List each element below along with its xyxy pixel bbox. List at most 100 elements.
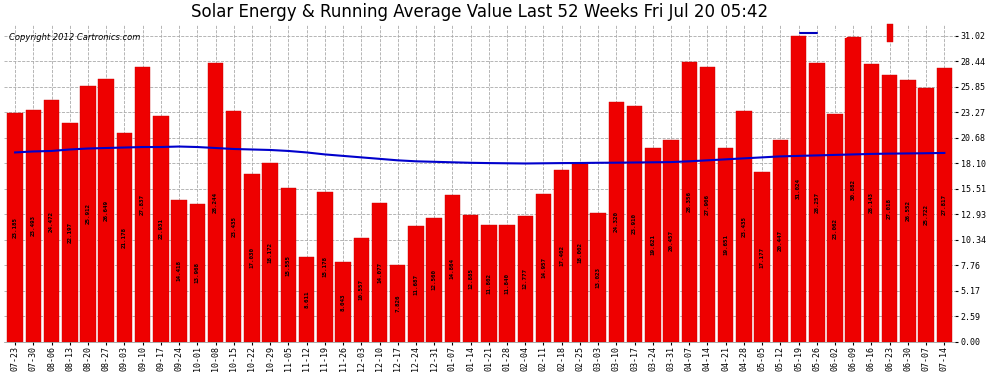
Bar (135, 68, 150, 342)
Bar (80, 86, 96, 342)
Bar (153, 116, 168, 342)
Text: 10.557: 10.557 (358, 279, 363, 300)
Bar (499, 225, 515, 342)
Text: 8.043: 8.043 (341, 293, 346, 311)
Text: 15.555: 15.555 (286, 255, 291, 276)
Text: 27.018: 27.018 (887, 198, 892, 219)
Bar (863, 64, 879, 342)
Bar (772, 140, 788, 342)
Text: Copyright 2012 Cartronics.com: Copyright 2012 Cartronics.com (9, 33, 141, 42)
Text: 12.885: 12.885 (468, 268, 473, 289)
Text: 26.552: 26.552 (906, 200, 911, 221)
Bar (518, 216, 533, 342)
Text: 23.493: 23.493 (31, 215, 36, 236)
Bar (572, 164, 588, 342)
Bar (937, 68, 952, 342)
Text: 22.197: 22.197 (67, 222, 72, 243)
Text: 28.143: 28.143 (869, 192, 874, 213)
Bar (427, 218, 442, 342)
Text: 23.185: 23.185 (13, 217, 18, 238)
Bar (737, 111, 751, 342)
Bar (408, 226, 424, 342)
Bar (663, 140, 679, 342)
Bar (791, 36, 806, 342)
Text: 11.840: 11.840 (505, 273, 510, 294)
Bar (317, 192, 333, 342)
Bar (700, 67, 715, 342)
Text: 20.457: 20.457 (668, 230, 673, 251)
Text: 14.957: 14.957 (541, 258, 546, 279)
Text: 17.177: 17.177 (759, 246, 764, 267)
Bar (372, 203, 387, 342)
Text: 23.435: 23.435 (742, 216, 746, 237)
Bar (98, 79, 114, 342)
Bar (718, 148, 734, 342)
Bar (681, 62, 697, 342)
Bar (245, 174, 259, 342)
Text: 17.402: 17.402 (559, 245, 564, 266)
Bar (117, 133, 133, 342)
Bar (390, 264, 406, 342)
Text: 11.802: 11.802 (486, 273, 491, 294)
Text: 18.002: 18.002 (577, 243, 582, 264)
Text: 25.722: 25.722 (924, 204, 929, 225)
Bar (463, 214, 478, 342)
Text: 14.077: 14.077 (377, 262, 382, 283)
Bar (62, 123, 77, 342)
Bar (299, 257, 315, 342)
Text: 27.837: 27.837 (141, 194, 146, 215)
Text: 7.826: 7.826 (395, 294, 400, 312)
Bar (919, 88, 934, 342)
Bar (845, 37, 861, 342)
Text: 27.906: 27.906 (705, 194, 710, 214)
Text: 24.472: 24.472 (50, 211, 54, 232)
Text: 19.651: 19.651 (724, 234, 729, 255)
Title: Solar Energy & Running Average Value Last 52 Weeks Fri Jul 20 05:42: Solar Energy & Running Average Value Las… (191, 3, 768, 21)
Text: 31.024: 31.024 (796, 178, 801, 199)
Text: 18.172: 18.172 (267, 242, 272, 262)
Text: 17.030: 17.030 (249, 247, 254, 268)
Text: 11.687: 11.687 (414, 274, 419, 295)
Bar (262, 163, 278, 342)
Text: 12.777: 12.777 (523, 268, 528, 289)
Text: 8.611: 8.611 (304, 291, 309, 308)
Bar (900, 80, 916, 342)
Text: 24.320: 24.320 (614, 211, 619, 232)
Text: 23.435: 23.435 (232, 216, 237, 237)
Bar (536, 194, 551, 342)
Bar (554, 170, 569, 342)
Text: 23.910: 23.910 (632, 213, 638, 234)
Text: 23.062: 23.062 (833, 217, 838, 238)
Bar (609, 102, 624, 342)
Bar (208, 63, 224, 342)
Text: 12.560: 12.560 (432, 269, 437, 290)
Bar (882, 75, 897, 342)
Text: 15.178: 15.178 (323, 256, 328, 278)
Text: 25.912: 25.912 (85, 204, 90, 225)
Text: 28.244: 28.244 (213, 192, 218, 213)
Bar (590, 213, 606, 342)
Bar (171, 200, 187, 342)
Text: 30.882: 30.882 (850, 179, 855, 200)
Text: 19.621: 19.621 (650, 234, 655, 255)
Bar (226, 111, 242, 342)
Bar (336, 262, 350, 342)
Text: 14.418: 14.418 (176, 260, 181, 281)
Text: 28.356: 28.356 (687, 191, 692, 212)
Bar (189, 204, 205, 342)
Bar (445, 195, 460, 342)
Text: 13.023: 13.023 (596, 267, 601, 288)
Bar (353, 238, 369, 342)
Bar (809, 63, 825, 342)
Bar (645, 148, 660, 342)
Bar (627, 106, 643, 342)
Text: 26.649: 26.649 (104, 200, 109, 221)
Bar (280, 188, 296, 342)
Bar (828, 114, 842, 342)
Bar (754, 172, 770, 342)
Bar (481, 225, 497, 342)
Text: 27.817: 27.817 (941, 194, 946, 215)
Text: 28.257: 28.257 (815, 192, 820, 213)
Text: 14.864: 14.864 (449, 258, 454, 279)
Text: 13.968: 13.968 (195, 262, 200, 284)
